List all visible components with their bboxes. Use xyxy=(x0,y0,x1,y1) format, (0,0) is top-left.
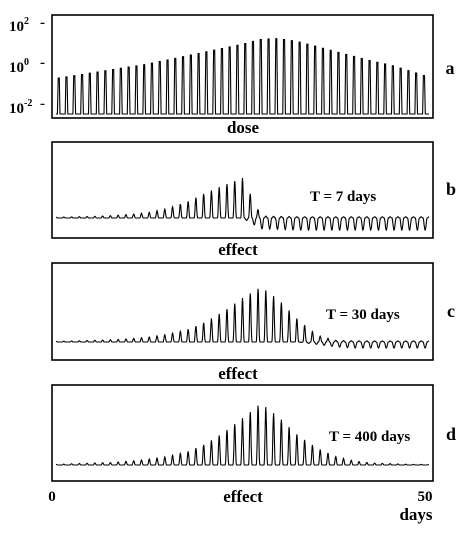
panel-c-series xyxy=(55,288,430,349)
y-tick-label-10e0: 100 xyxy=(9,57,29,76)
y-tick-dash-10e-2: - xyxy=(40,96,45,112)
x-tick-label-50: 50 xyxy=(418,489,433,505)
y-tick-label-10e2: 102 xyxy=(9,16,29,35)
panel-d-effect-line xyxy=(55,405,430,466)
panel-b-letter: b xyxy=(446,179,456,199)
panel-b-frame xyxy=(51,141,434,239)
panel-a-title: dose xyxy=(227,118,260,137)
panel-c-frame xyxy=(51,262,434,361)
y-tick-dash-10e2: - xyxy=(40,15,45,31)
panel-d-letter: d xyxy=(446,424,456,444)
panel-b-series xyxy=(55,177,430,232)
x-axis-label: days xyxy=(399,505,432,524)
panel-b-effect-line xyxy=(55,177,430,232)
panel-a-series xyxy=(56,38,429,115)
panel-d-series xyxy=(55,405,430,466)
panel-b-title: effect xyxy=(218,240,258,259)
y-tick-label-10e-2: 10-2 xyxy=(9,98,32,117)
panel-d-title: effect xyxy=(223,487,263,506)
panel-a-yaxis: 102 100 10-2 - - - xyxy=(9,15,45,117)
panel-d-frame xyxy=(51,384,434,482)
y-tick-dash-10e0: - xyxy=(40,55,45,71)
panel-a-letter: a xyxy=(446,58,455,78)
panel-a-dose-line xyxy=(56,38,429,115)
panel-a: 102 100 10-2 - - - dose a xyxy=(9,14,455,137)
panel-b: T = 7 days effect b xyxy=(51,141,456,259)
panel-c: T = 30 days effect c xyxy=(51,262,455,383)
panel-d-annotation: T = 400 days xyxy=(329,429,410,445)
panel-d: T = 400 days effect d 0 50 days xyxy=(48,384,456,524)
panel-a-frame xyxy=(51,14,434,119)
panel-c-annotation: T = 30 days xyxy=(326,307,400,323)
panel-c-title: effect xyxy=(218,364,258,383)
panel-c-letter: c xyxy=(447,301,455,321)
panel-b-annotation: T = 7 days xyxy=(310,189,376,205)
panel-c-effect-line xyxy=(55,288,430,349)
x-tick-label-0: 0 xyxy=(48,489,56,505)
